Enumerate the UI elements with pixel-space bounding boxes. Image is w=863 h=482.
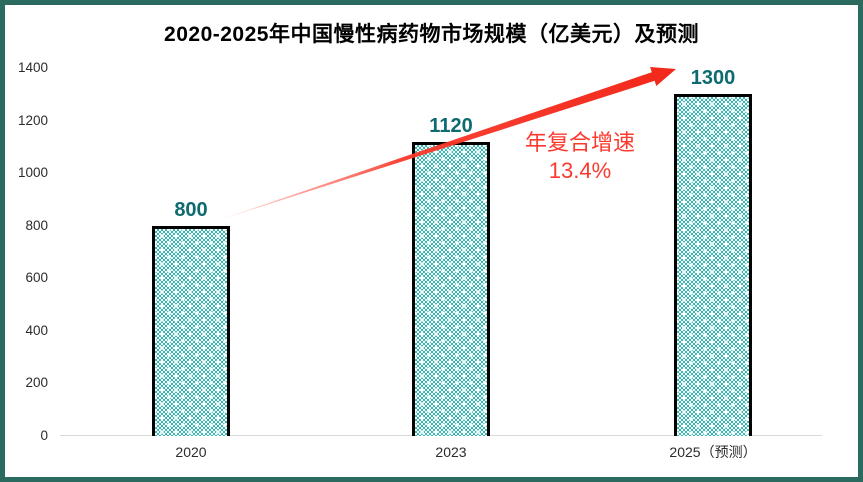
- y-tick-label: 0: [40, 428, 48, 443]
- y-tick-label: 1000: [17, 165, 48, 181]
- y-tick-label: 200: [25, 375, 48, 391]
- bar: [412, 141, 490, 436]
- y-tick-label: 800: [25, 217, 48, 233]
- y-tick-label: 1200: [17, 112, 48, 128]
- bar-value-label: 800: [174, 198, 208, 221]
- y-tick-label: 600: [25, 270, 48, 286]
- y-tick-label: 400: [25, 322, 48, 338]
- x-axis-label: 2020: [175, 444, 207, 460]
- bar: [152, 225, 230, 436]
- cagr-label: 年复合增速: [524, 130, 635, 155]
- bar-value-label: 1120: [429, 114, 473, 137]
- chart-title: 2020-2025年中国慢性病药物市场规模（亿美元）及预测: [164, 23, 699, 46]
- x-axis-label: 2025（预测）: [669, 444, 757, 460]
- y-tick-label: 1400: [17, 60, 48, 75]
- bar-value-label: 1300: [690, 67, 736, 90]
- cagr-value: 13.4%: [548, 158, 612, 183]
- x-axis-label: 2023: [435, 444, 467, 460]
- cagr-annotation: 年复合增速 13.4%: [500, 129, 660, 185]
- bar: [674, 94, 752, 436]
